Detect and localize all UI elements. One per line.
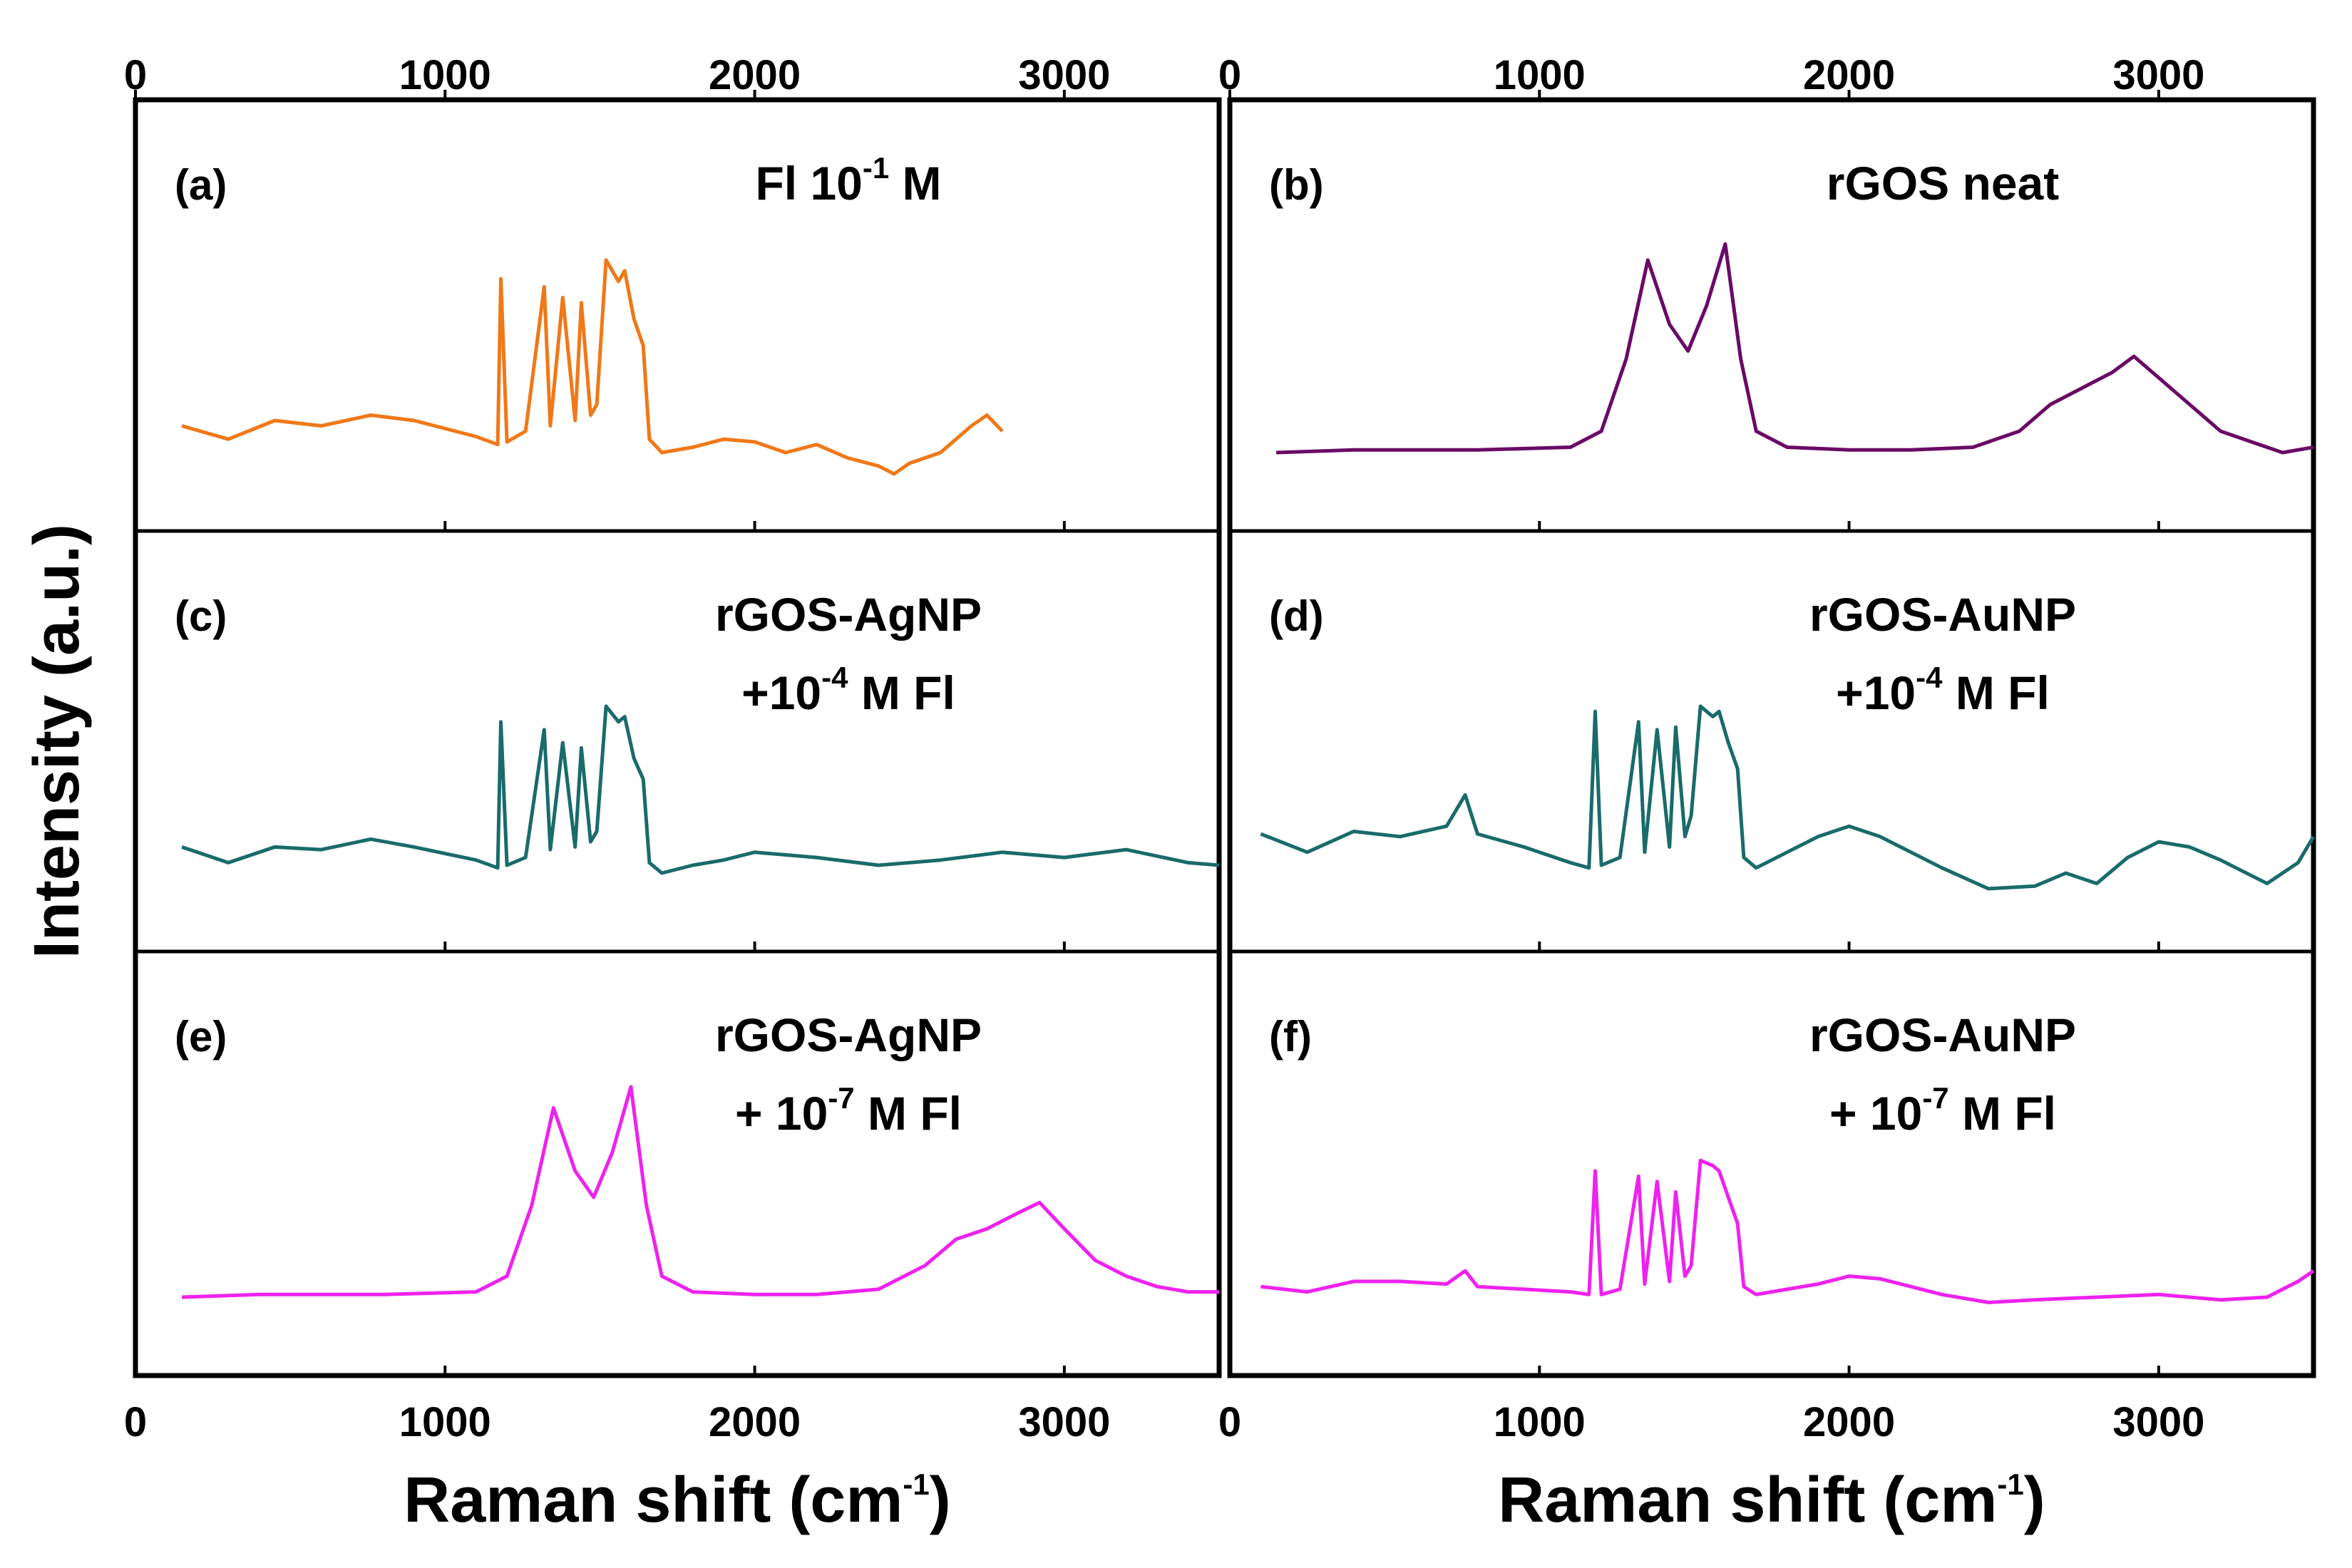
panel-annotation-e: + 10-7 M Fl xyxy=(735,1081,962,1140)
panel-d: (d) rGOS-AuNP +10-4 M Fl xyxy=(1260,588,2316,891)
right-column-frame xyxy=(1227,97,2316,1378)
panel-annotation-f: rGOS-AuNP xyxy=(1809,1009,2076,1061)
panel-annotation-e: rGOS-AgNP xyxy=(715,1009,982,1061)
panel-label-a: (a) xyxy=(175,161,227,209)
right-bottom-tick-label: 3000 xyxy=(2112,1399,2204,1445)
panel-label-c: (c) xyxy=(175,592,227,640)
x-axis-label-left: Raman shift (cm-1) xyxy=(404,1465,950,1536)
right-bottom-tick-label: 0 xyxy=(1218,1399,1241,1445)
panel-label-d: (d) xyxy=(1269,592,1324,640)
panel-annotation-f: + 10-7 M Fl xyxy=(1829,1081,2056,1140)
spectrum-trace-e xyxy=(182,1085,1219,1299)
left-column-frame xyxy=(133,97,1222,1378)
panel-a: (a) Fl 10-1 M xyxy=(175,151,1004,476)
panel-label-b: (b) xyxy=(1269,161,1324,209)
panel-annotation-d: +10-4 M Fl xyxy=(1836,661,2050,719)
y-axis-label: Intensity (a.u.) xyxy=(21,524,93,959)
left-bottom-tick-label: 2000 xyxy=(709,1399,801,1445)
panel-e: (e) rGOS-AgNP + 10-7 M Fl xyxy=(175,1009,1219,1299)
panel-c: (c) rGOS-AgNP +10-4 M Fl xyxy=(175,588,1220,875)
left-bottom-tick-label: 0 xyxy=(124,1399,147,1445)
panel-label-e: (e) xyxy=(175,1013,227,1061)
left-bottom-tick-label: 1000 xyxy=(399,1399,491,1445)
panel-annotation-b: rGOS neat xyxy=(1827,157,2059,210)
panel-annotation-c: rGOS-AgNP xyxy=(715,588,982,641)
panel-f: (f) rGOS-AuNP + 10-7 M Fl xyxy=(1260,1009,2315,1304)
panel-annotation-a: Fl 10-1 M xyxy=(755,151,941,210)
left-bottom-tick-label: 3000 xyxy=(1018,1399,1110,1445)
spectrum-trace-b xyxy=(1276,242,2314,455)
x-axis-label-right: Raman shift (cm-1) xyxy=(1498,1465,2045,1536)
panel-annotation-d: rGOS-AuNP xyxy=(1809,588,2076,641)
spectrum-trace-f xyxy=(1260,1158,2315,1304)
panel-b: (b) rGOS neat xyxy=(1269,157,2314,455)
spectrum-trace-c xyxy=(181,704,1220,875)
right-bottom-tick-label: 2000 xyxy=(1803,1399,1895,1445)
panel-annotation-c: +10-4 M Fl xyxy=(741,661,955,719)
right-bottom-tick-label: 1000 xyxy=(1494,1399,1586,1445)
spectrum-trace-a xyxy=(181,258,1004,476)
spectrum-trace-d xyxy=(1260,704,2316,891)
panel-label-f: (f) xyxy=(1269,1013,1312,1061)
